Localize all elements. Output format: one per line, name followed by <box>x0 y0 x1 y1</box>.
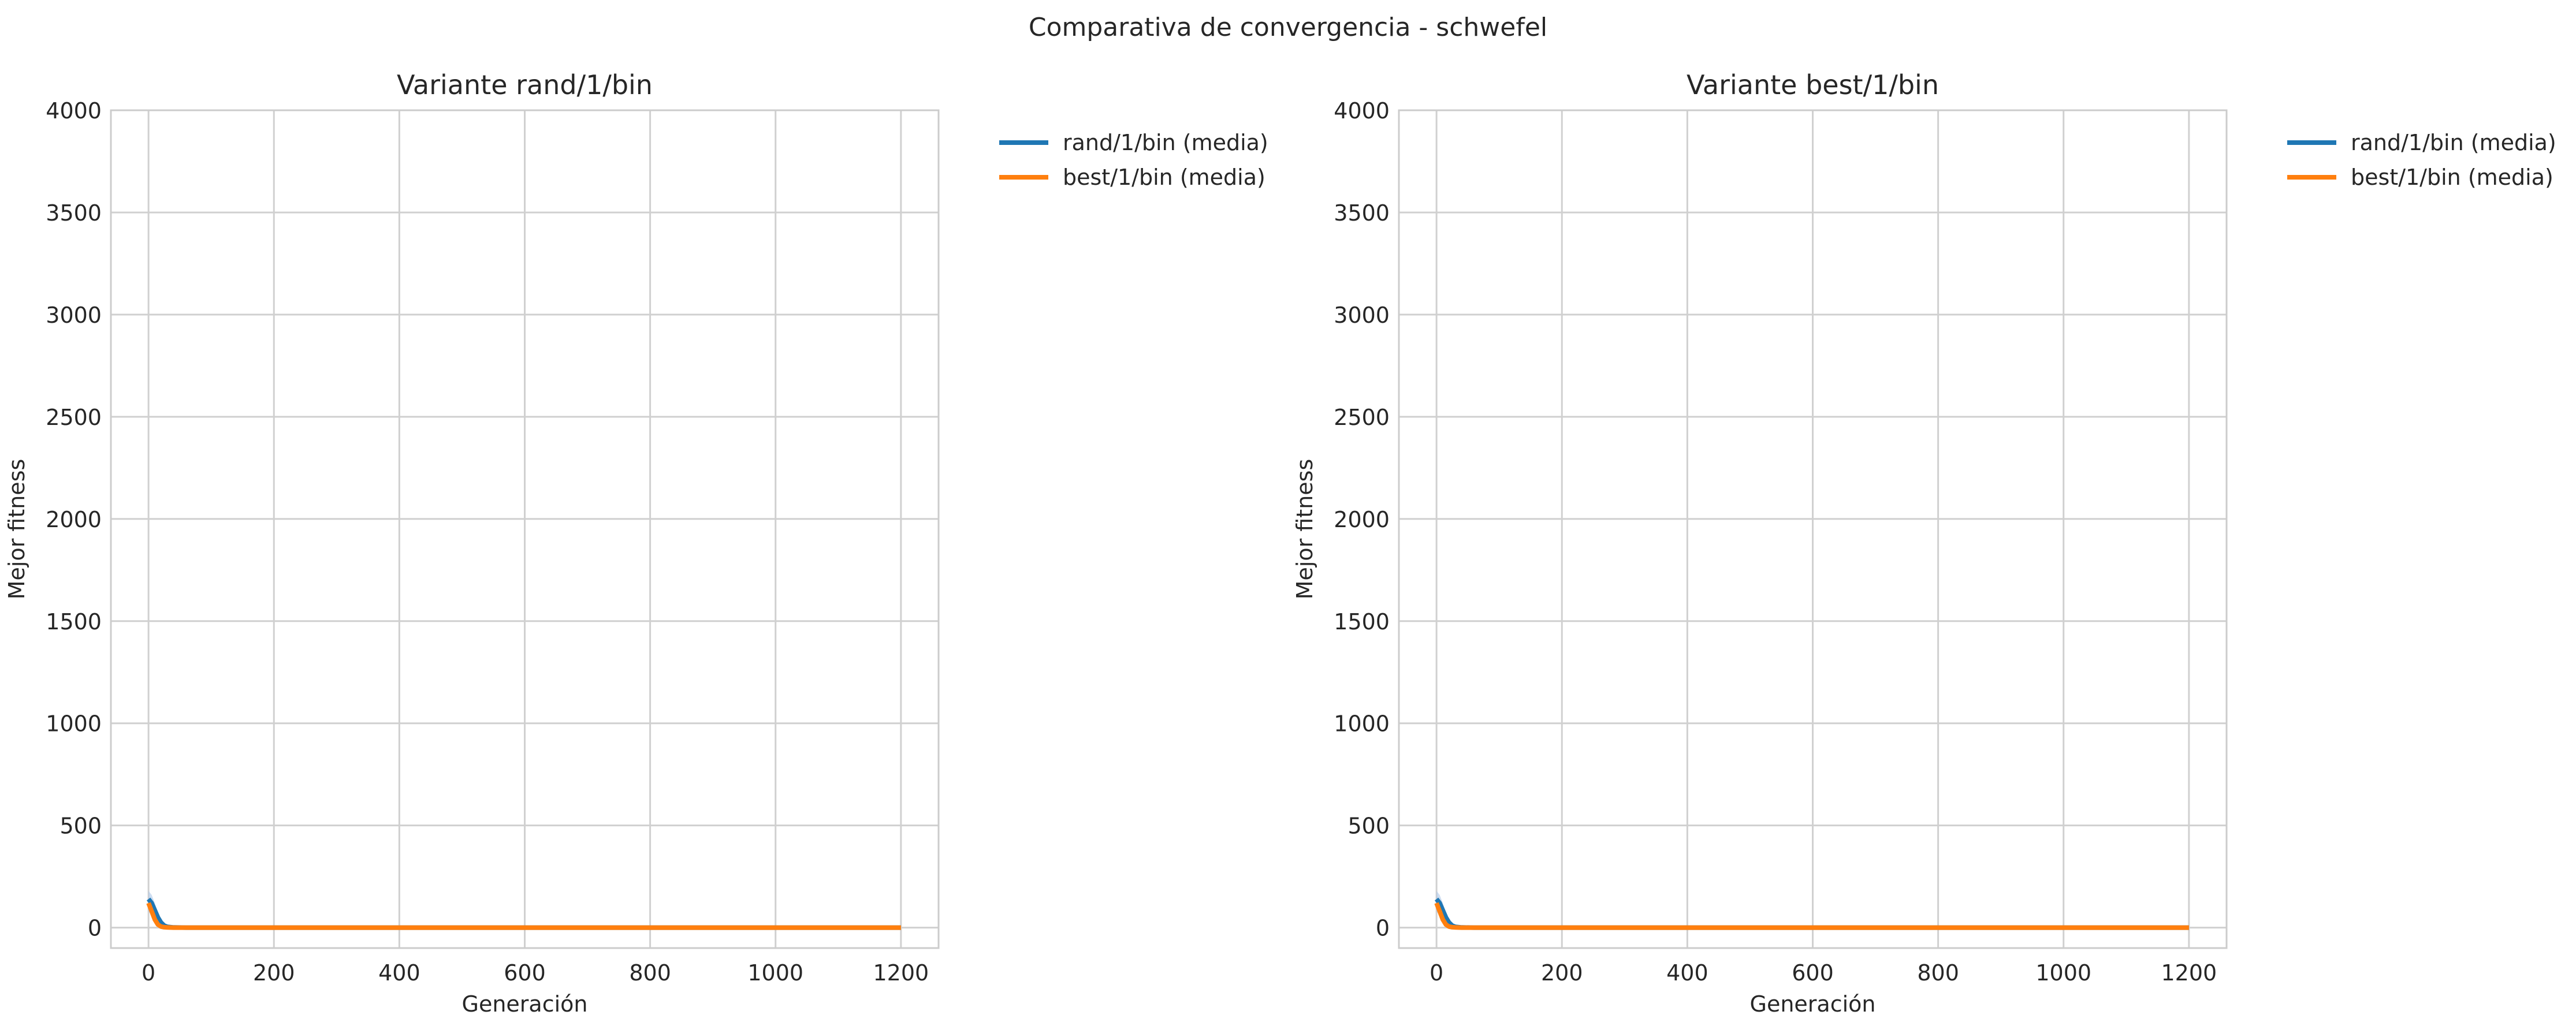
y-tick-label: 2000 <box>1334 507 1390 532</box>
plot-frame <box>110 109 940 949</box>
x-tick-label: 800 <box>1917 960 1959 986</box>
legend: rand/1/bin (media) best/1/bin (media) <box>2287 130 2556 190</box>
y-tick-label: 4000 <box>1334 98 1390 124</box>
subplot-title: Variante rand/1/bin <box>397 69 653 100</box>
legend-label-best: best/1/bin (media) <box>1063 165 1265 190</box>
x-tick-label: 0 <box>1430 960 1443 986</box>
y-tick-label: 1500 <box>46 609 102 635</box>
y-tick-label: 1000 <box>1334 711 1390 737</box>
y-tick-label: 3500 <box>1334 200 1390 226</box>
subplot-2: 0 200 400 600 800 1000 1200 0 500 1000 1500 2000 250… <box>1292 69 2556 1017</box>
x-tick-label: 1200 <box>873 960 929 986</box>
legend-label-rand: rand/1/bin (media) <box>1063 130 1268 155</box>
series-line-best <box>146 902 901 930</box>
x-tick-label: 0 <box>142 960 155 986</box>
x-axis-label: Generación <box>1750 991 1876 1017</box>
legend-label-best: best/1/bin (media) <box>2351 165 2553 190</box>
x-tick-label: 1200 <box>2161 960 2217 986</box>
y-axis-label: Mejor fitness <box>4 459 29 600</box>
y-axis-label: Mejor fitness <box>1292 459 1317 600</box>
plot-frame <box>1398 109 2228 949</box>
x-tick-label: 800 <box>629 960 671 986</box>
y-tick-label: 2500 <box>46 405 102 430</box>
y-tick-label: 0 <box>1376 916 1390 941</box>
legend: rand/1/bin (media) best/1/bin (media) <box>999 130 1268 190</box>
y-tick-label: 3000 <box>1334 303 1390 328</box>
y-tick-label: 2000 <box>46 507 102 532</box>
y-tick-label: 1000 <box>46 711 102 737</box>
y-tick-label: 2500 <box>1334 405 1390 430</box>
figure-suptitle: Comparativa de convergencia - schwefel <box>1028 13 1548 42</box>
y-tick-label: 4000 <box>46 98 102 124</box>
y-tick-label: 3000 <box>46 303 102 328</box>
subplot-title: Variante best/1/bin <box>1687 69 1939 100</box>
x-tick-label: 1000 <box>747 960 803 986</box>
y-tick-label: 500 <box>1347 814 1390 839</box>
x-tick-label: 1000 <box>2035 960 2091 986</box>
x-axis-label: Generación <box>462 991 588 1017</box>
x-tick-label: 200 <box>253 960 295 986</box>
legend-label-rand: rand/1/bin (media) <box>2351 130 2556 155</box>
y-tick-label: 1500 <box>1334 609 1390 635</box>
x-tick-label: 400 <box>1666 960 1708 986</box>
y-tick-label: 500 <box>59 814 102 839</box>
x-tick-label: 600 <box>1792 960 1834 986</box>
y-tick-label: 3500 <box>46 200 102 226</box>
x-tick-label: 600 <box>504 960 546 986</box>
x-tick-label: 400 <box>378 960 420 986</box>
subplot-1: 0 200 400 600 800 1000 1200 0 500 1000 1500 2000 250… <box>4 69 1268 1017</box>
x-tick-label: 200 <box>1541 960 1583 986</box>
y-tick-label: 0 <box>88 916 102 941</box>
series-line-best <box>1434 902 2189 930</box>
